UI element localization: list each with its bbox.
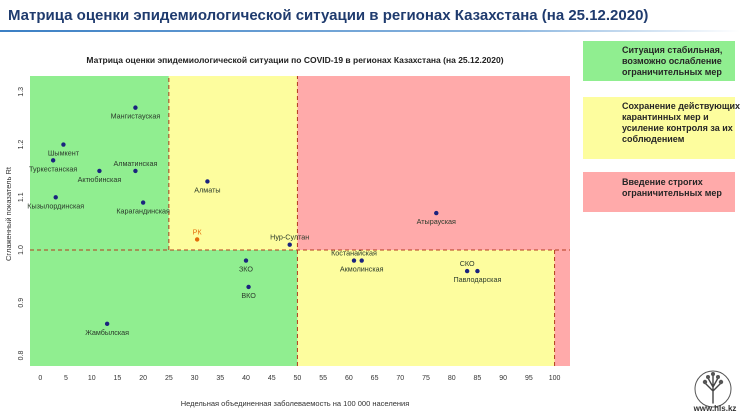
legend-text-strict: Введение строгих ограничительных мер <box>622 177 722 198</box>
legend-swatch-maintain <box>583 97 735 159</box>
data-point <box>97 168 102 174</box>
axes-layer: 0 5 10 15 20 25 30 35 40 45 50 55 60 65 70 75 80 85 90 95 10… <box>18 87 561 382</box>
data-point <box>434 210 439 216</box>
data-point-label: Мангистауская <box>111 112 161 121</box>
x-tick-label: 25 <box>165 375 173 382</box>
data-point-label: Атырауская <box>417 217 456 226</box>
data-point-label: ВКО <box>241 291 256 300</box>
legend-swatch-stable <box>583 41 735 81</box>
legend-text-stable: Ситуация стабильная, возможно ослабление… <box>622 45 723 77</box>
x-tick-label: 90 <box>499 375 507 382</box>
data-point-label: СКО <box>460 259 475 268</box>
data-point <box>194 237 200 242</box>
x-tick-label: 0 <box>38 375 42 382</box>
data-point-label: Костанайская <box>331 249 377 258</box>
data-point <box>243 258 249 263</box>
data-point <box>246 284 251 290</box>
data-point <box>104 321 110 327</box>
data-point-label: Жамбылская <box>85 328 129 337</box>
data-point-label: Шымкент <box>48 149 80 158</box>
data-point <box>205 179 210 184</box>
y-tick-label: 0.9 <box>18 298 25 308</box>
y-tick-label: 1.3 <box>18 87 25 97</box>
y-tick-label: 0.8 <box>18 350 25 360</box>
logo-url: www.hls.kz <box>693 404 737 413</box>
x-tick-label: 100 <box>549 375 561 382</box>
data-point <box>140 200 146 205</box>
zone-3 <box>30 250 298 366</box>
data-point-label: Алматинская <box>114 159 158 168</box>
zone-4 <box>297 250 555 366</box>
y-tick-label: 1.1 <box>18 192 25 202</box>
x-tick-label: 55 <box>319 375 327 382</box>
data-point-label: Алматы <box>194 185 220 194</box>
x-tick-label: 70 <box>396 375 404 382</box>
x-tick-label: 85 <box>474 375 482 382</box>
data-point <box>475 268 480 274</box>
data-point-label: Акмолинская <box>340 265 384 274</box>
zones-layer <box>30 76 570 366</box>
x-tick-label: 45 <box>268 375 276 382</box>
x-tick-label: 30 <box>191 375 199 382</box>
legend-text-maintain: Сохранение действующих карантинных мер и… <box>622 101 740 144</box>
x-tick-label: 50 <box>294 375 302 382</box>
data-point <box>50 158 56 163</box>
zone-0 <box>30 76 169 250</box>
x-tick-label: 15 <box>114 375 122 382</box>
data-point-label: Павлодарская <box>453 275 501 284</box>
chart-title: Матрица оценки эпидемиологической ситуац… <box>86 55 503 65</box>
x-tick-label: 35 <box>216 375 224 382</box>
x-tick-label: 75 <box>422 375 430 382</box>
y-tick-label: 1.2 <box>18 140 25 150</box>
x-tick-label: 65 <box>371 375 379 382</box>
data-point <box>359 258 364 263</box>
x-tick-label: 5 <box>64 375 68 382</box>
data-point <box>53 195 58 200</box>
tree-icon <box>694 370 732 408</box>
points-layer: Мангистауская Шымкент Туркестанская Алматин… <box>27 105 501 337</box>
threshold-lines <box>30 76 570 366</box>
y-tick-label: 1.0 <box>18 245 25 255</box>
slide-title: Матрица оценки эпидемиологической ситуац… <box>8 7 649 24</box>
x-tick-label: 80 <box>448 375 456 382</box>
data-point <box>133 168 138 174</box>
data-point <box>351 258 357 263</box>
data-point-label: Нур-Султан <box>270 233 309 242</box>
zone-5 <box>554 250 570 366</box>
data-point <box>61 142 66 147</box>
y-axis-label: Сглаженный показатель Rt <box>4 166 13 261</box>
data-point-label: Туркестанская <box>29 164 77 173</box>
scatter-chart: Матрица оценки эпидемиологической ситуац… <box>4 55 570 408</box>
data-point-label: ЗКО <box>239 265 253 274</box>
data-point <box>133 105 138 110</box>
x-axis-label: Недельная объединенная заболеваемость на… <box>181 399 410 408</box>
data-point-label: Карагандинская <box>116 207 170 216</box>
data-point <box>287 242 292 247</box>
x-tick-label: 40 <box>242 375 250 382</box>
legend-swatch-strict <box>583 172 735 212</box>
data-point-label: РК <box>193 227 203 236</box>
x-tick-label: 60 <box>345 375 353 382</box>
data-point-label: Кызылординская <box>27 201 84 210</box>
x-tick-label: 95 <box>525 375 533 382</box>
data-point <box>464 268 470 274</box>
data-point-label: Актюбинская <box>78 175 122 184</box>
zone-1 <box>168 76 298 250</box>
x-tick-label: 20 <box>139 375 147 382</box>
zone-2 <box>297 76 570 250</box>
title-divider <box>0 30 740 32</box>
x-tick-label: 10 <box>88 375 96 382</box>
